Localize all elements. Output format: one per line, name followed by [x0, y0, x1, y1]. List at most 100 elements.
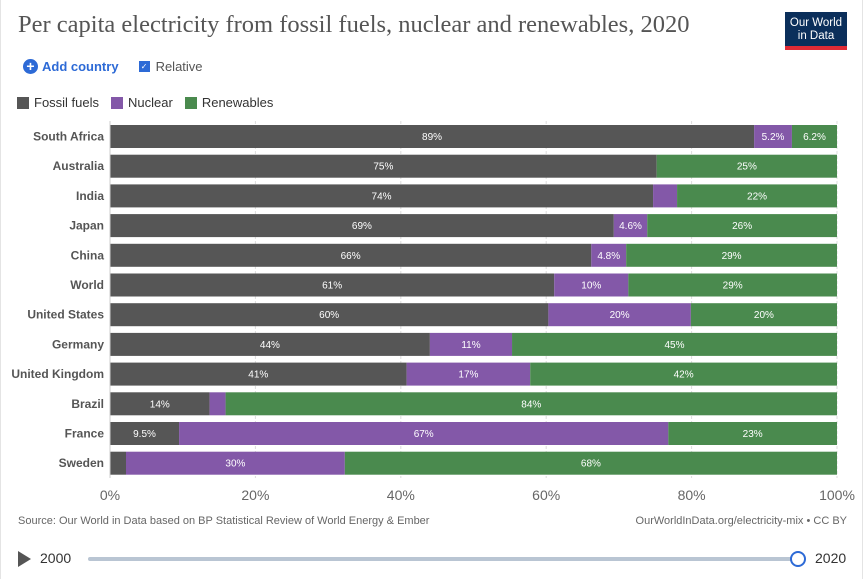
data-label: 26%	[732, 221, 752, 232]
data-label: 6.2%	[803, 132, 826, 143]
bar-segment	[690, 303, 837, 327]
bar-segment	[110, 125, 755, 148]
timeline: 2000 2020	[0, 542, 863, 579]
bar-segment	[179, 422, 669, 445]
data-label: 11%	[461, 340, 480, 351]
bar-segment	[110, 332, 430, 356]
bar-segment	[110, 303, 549, 327]
timeline-track[interactable]	[88, 557, 797, 561]
data-label: 17%	[458, 370, 478, 381]
relative-toggle[interactable]: ✓ Relative	[138, 59, 203, 74]
category-label: United Kingdom	[11, 367, 104, 381]
source-note: Source: Our World in Data based on BP St…	[18, 515, 430, 527]
data-label: 69%	[352, 221, 372, 232]
legend-swatch-fossil	[17, 96, 29, 109]
category-label: China	[71, 248, 105, 262]
category-label: Australia	[53, 159, 105, 173]
bar-segment	[530, 362, 837, 386]
bar-segment	[344, 451, 837, 475]
data-label: 42%	[674, 370, 694, 381]
logo-line-1: Our World	[789, 17, 843, 29]
timeline-start-year: 2000	[40, 550, 72, 566]
logo-line-2: in Data	[797, 30, 835, 42]
data-label: 84%	[521, 399, 541, 410]
relative-checkbox[interactable]: ✓	[138, 61, 150, 72]
data-label: 23%	[743, 429, 763, 440]
category-label: Japan	[69, 219, 104, 233]
bar-segment	[626, 243, 837, 267]
category-label: France	[65, 427, 105, 441]
bar-segment	[110, 273, 555, 297]
bar-segment	[668, 422, 837, 445]
bar-segment	[125, 451, 345, 475]
bar-segment	[512, 332, 837, 356]
data-label: 14%	[150, 399, 170, 410]
bar-segment	[656, 154, 837, 178]
timeline-end-year: 2020	[815, 550, 847, 566]
timeline-handle[interactable]	[790, 551, 806, 567]
bar-segment	[110, 362, 407, 386]
bar-segment	[628, 273, 837, 297]
source-link[interactable]: OurWorldInData.org/electricity-mix • CC …	[635, 515, 847, 527]
data-label: 67%	[414, 429, 434, 440]
x-tick-label: 0%	[100, 487, 120, 503]
data-label: 30%	[225, 459, 245, 470]
plus-circle-icon: +	[23, 59, 38, 74]
legend: Fossil fuels Nuclear Renewables	[17, 95, 285, 110]
data-label: 25%	[737, 162, 757, 173]
data-label: 60%	[319, 310, 339, 321]
data-label: 4.6%	[619, 221, 642, 232]
bar-segment	[406, 362, 531, 386]
relative-label: Relative	[155, 59, 203, 74]
left-border	[0, 0, 1, 579]
legend-label-renewables: Renewables	[201, 95, 274, 110]
bar-segment	[225, 392, 837, 416]
data-label: 10%	[581, 281, 601, 292]
data-label: 20%	[610, 310, 630, 321]
bar-segment	[754, 125, 792, 148]
category-label: United States	[27, 308, 104, 322]
bar-segment	[209, 392, 226, 416]
x-tick-label: 100%	[819, 487, 855, 503]
data-label: 89%	[422, 132, 442, 143]
bar-segment	[110, 422, 180, 445]
x-tick-label: 60%	[532, 487, 560, 503]
legend-label-fossil: Fossil fuels	[34, 95, 100, 110]
data-label: 29%	[722, 251, 742, 262]
bar-segment	[110, 392, 210, 416]
legend-item-renewables[interactable]: Renewables	[184, 95, 274, 110]
category-label: South Africa	[33, 130, 104, 144]
data-label: 75%	[373, 162, 393, 173]
legend-swatch-renewables	[184, 96, 197, 109]
x-tick-label: 40%	[387, 487, 415, 503]
bar-segment	[591, 243, 627, 267]
legend-label-nuclear: Nuclear	[128, 95, 173, 110]
data-label: 4.8%	[597, 251, 620, 262]
play-icon[interactable]	[18, 551, 31, 567]
data-label: 61%	[322, 281, 342, 292]
x-tick-label: 80%	[678, 487, 706, 503]
category-label: India	[76, 189, 104, 203]
category-label: Sweden	[59, 456, 104, 470]
bar-segment	[613, 214, 648, 238]
bar-segment	[110, 184, 654, 208]
chart-controls: + Add country ✓ Relative	[23, 59, 203, 74]
legend-item-fossil[interactable]: Fossil fuels	[17, 95, 99, 110]
owid-logo[interactable]: Our World in Data	[785, 12, 847, 50]
category-label: World	[70, 278, 104, 292]
data-label: 9.5%	[133, 429, 156, 440]
data-label: 22%	[747, 191, 767, 202]
data-label: 66%	[341, 251, 361, 262]
legend-swatch-nuclear	[111, 96, 124, 109]
bar-segment	[110, 243, 592, 267]
bar-segment	[548, 303, 691, 327]
legend-item-nuclear[interactable]: Nuclear	[111, 95, 173, 110]
bar-segment	[429, 332, 513, 356]
bar-segment	[110, 451, 126, 475]
x-tick-label: 20%	[241, 487, 269, 503]
data-label: 41%	[248, 370, 268, 381]
add-country-button[interactable]: + Add country	[23, 59, 119, 74]
data-label: 74%	[372, 191, 392, 202]
data-label: 68%	[581, 459, 601, 470]
data-label: 45%	[665, 340, 685, 351]
